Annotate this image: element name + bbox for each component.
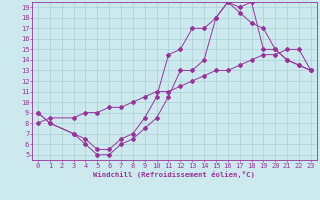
X-axis label: Windchill (Refroidissement éolien,°C): Windchill (Refroidissement éolien,°C) (93, 171, 255, 178)
